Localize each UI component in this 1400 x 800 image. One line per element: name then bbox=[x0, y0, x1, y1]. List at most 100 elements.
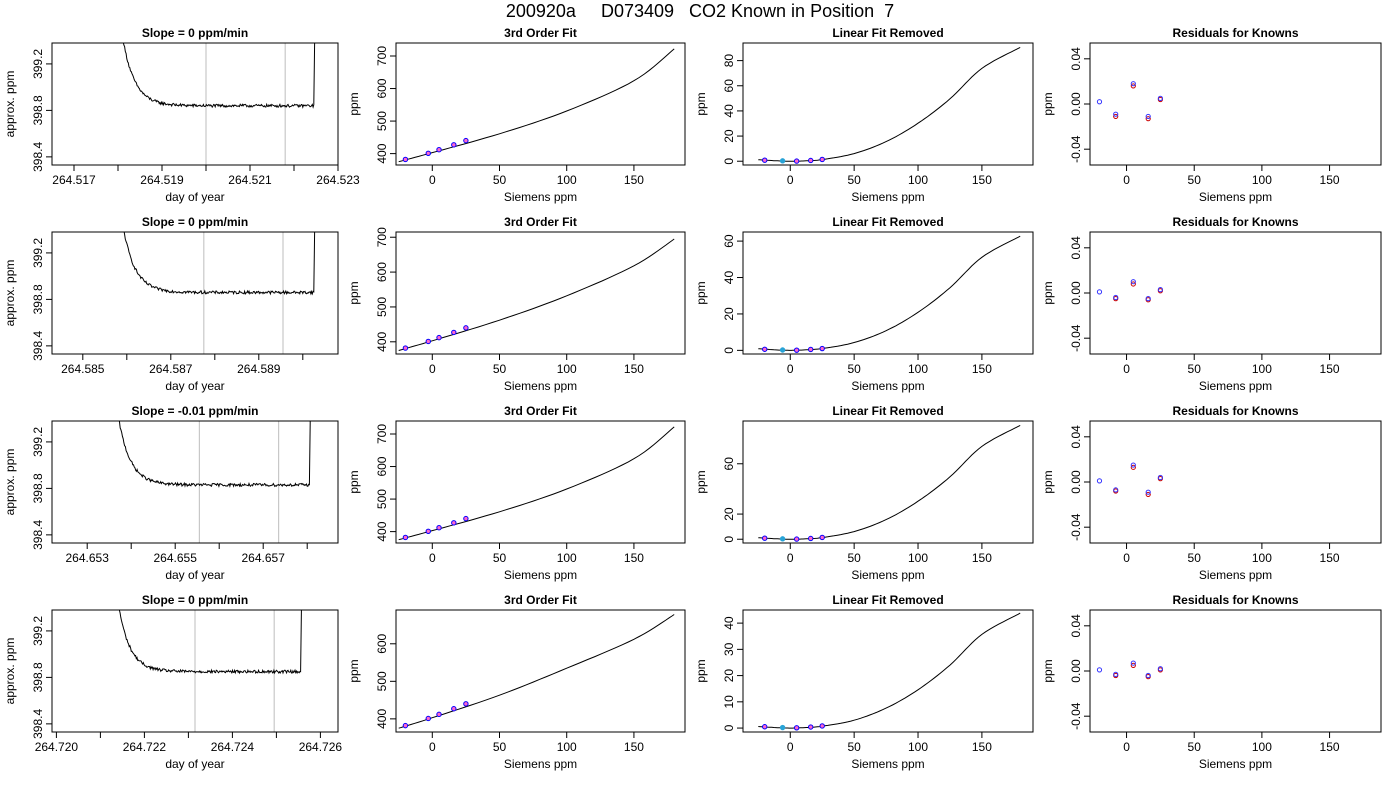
panel-cubic-fit-row-3: 3rd Order Fit 0 50 100 150 400 500 600 700 Siemen… bbox=[347, 404, 686, 582]
panel-linear-removed-row-3: Linear Fit Removed 0 50 100 150 0 20 60 Siemens … bbox=[694, 404, 1034, 582]
panel-title: Linear Fit Removed bbox=[832, 26, 943, 40]
plot-area bbox=[118, 610, 302, 732]
x-tick-label: 0 bbox=[1123, 551, 1130, 565]
panel-cubic-fit-row-2: 3rd Order Fit 0 50 100 150 400 500 600 700 Siemen… bbox=[347, 215, 686, 393]
x-tick-label: 100 bbox=[1252, 551, 1272, 565]
x-axis-label: Siemens ppm bbox=[504, 190, 577, 204]
known-point bbox=[762, 724, 768, 730]
known-point bbox=[451, 520, 457, 526]
plot-area bbox=[122, 43, 316, 165]
y-tick-label: 20 bbox=[722, 307, 736, 321]
y-tick-label: 398.8 bbox=[31, 662, 45, 692]
x-axis-label: Siemens ppm bbox=[504, 757, 577, 771]
y-axis-label: ppm bbox=[694, 281, 708, 304]
series-line bbox=[118, 610, 302, 675]
y-tick-label: 398.4 bbox=[31, 142, 45, 172]
fit-curve bbox=[398, 614, 675, 729]
panel-title: Slope = 0 ppm/min bbox=[142, 26, 248, 40]
plot-area bbox=[123, 232, 316, 354]
residual-point bbox=[1145, 116, 1151, 122]
panel-cubic-fit-row-1: 3rd Order Fit 0 50 100 150 400 500 600 700 Siemen… bbox=[347, 26, 686, 204]
y-tick-label: 400 bbox=[375, 521, 389, 541]
y-tick-label: 600 bbox=[375, 262, 389, 282]
y-tick-label: 500 bbox=[375, 111, 389, 131]
x-axis-label: Siemens ppm bbox=[1199, 379, 1272, 393]
known-point bbox=[779, 347, 786, 353]
y-tick-label: 398.8 bbox=[31, 95, 45, 125]
plot-frame bbox=[51, 609, 339, 733]
x-tick-label: 264.653 bbox=[66, 551, 110, 565]
x-tick-label: 50 bbox=[493, 740, 507, 754]
x-tick-label: 50 bbox=[847, 740, 861, 754]
known-point bbox=[436, 525, 442, 531]
plot-area bbox=[758, 235, 1021, 353]
plot-area bbox=[398, 238, 675, 351]
x-tick-label: 264.523 bbox=[316, 173, 360, 187]
panel-linear-removed-row-2: Linear Fit Removed 0 50 100 150 0 20 40 60 Siemen… bbox=[694, 215, 1034, 393]
known-point bbox=[451, 142, 457, 148]
y-tick-label: 400 bbox=[375, 709, 389, 729]
y-tick-label: 40 bbox=[722, 616, 736, 630]
known-point bbox=[463, 137, 469, 144]
known-point bbox=[819, 723, 825, 729]
y-tick-label: 20 bbox=[722, 669, 736, 683]
plot-frame bbox=[51, 420, 339, 544]
known-point bbox=[793, 536, 800, 542]
panel-linear-removed-row-4: Linear Fit Removed 0 50 100 150 0 10 20 30 40 Siem… bbox=[694, 593, 1034, 771]
x-tick-label: 0 bbox=[787, 362, 794, 376]
known-point bbox=[819, 534, 825, 541]
residual-point bbox=[1113, 487, 1119, 493]
known-point bbox=[463, 325, 469, 331]
y-tick-label: 0.00 bbox=[1069, 281, 1083, 305]
y-tick-label: 10 bbox=[722, 695, 736, 709]
plot-area bbox=[1096, 462, 1163, 498]
fit-curve bbox=[758, 424, 1021, 540]
y-axis-label: approx. ppm bbox=[3, 260, 17, 327]
plot-frame bbox=[742, 42, 1034, 166]
panel-title: Residuals for Knowns bbox=[1172, 26, 1298, 40]
x-tick-label: 150 bbox=[1320, 362, 1340, 376]
x-tick-label: 264.726 bbox=[299, 740, 343, 754]
known-point bbox=[463, 515, 469, 522]
plot-frame bbox=[395, 609, 686, 733]
y-tick-label: 60 bbox=[722, 79, 736, 93]
residual-point bbox=[1096, 478, 1103, 484]
residual-point bbox=[1145, 672, 1151, 679]
x-axis-label: Siemens ppm bbox=[851, 379, 924, 393]
x-tick-label: 0 bbox=[429, 551, 436, 565]
residual-point bbox=[1157, 287, 1163, 293]
residual-point bbox=[1130, 464, 1136, 470]
residual-point bbox=[1145, 296, 1151, 302]
plot-area bbox=[1096, 279, 1163, 303]
panel-title: 3rd Order Fit bbox=[504, 593, 577, 607]
y-tick-label: 398.8 bbox=[31, 473, 45, 503]
x-axis-label: day of year bbox=[165, 190, 224, 204]
known-point bbox=[436, 711, 442, 718]
panel-title: Residuals for Knowns bbox=[1172, 593, 1298, 607]
known-point bbox=[425, 150, 431, 156]
plot-frame bbox=[395, 420, 686, 544]
known-point bbox=[762, 346, 768, 352]
x-tick-label: 100 bbox=[557, 551, 577, 565]
known-point bbox=[425, 715, 431, 722]
x-tick-label: 100 bbox=[908, 173, 928, 187]
y-axis-label: ppm bbox=[694, 92, 708, 115]
x-tick-label: 264.655 bbox=[154, 551, 198, 565]
known-point bbox=[819, 345, 825, 352]
plot-frame bbox=[1089, 420, 1382, 544]
known-point bbox=[402, 345, 409, 351]
y-tick-label: 398.4 bbox=[31, 709, 45, 739]
y-tick-label: 0.04 bbox=[1069, 614, 1083, 638]
known-point bbox=[436, 147, 442, 153]
residual-point bbox=[1096, 99, 1103, 105]
panel-title: Residuals for Knowns bbox=[1172, 404, 1298, 418]
panel-title: Slope = 0 ppm/min bbox=[142, 215, 248, 229]
plot-frame bbox=[395, 231, 686, 355]
residual-point bbox=[1130, 83, 1136, 89]
residual-point bbox=[1113, 294, 1119, 301]
panel-title: Linear Fit Removed bbox=[832, 404, 943, 418]
residual-point bbox=[1130, 279, 1136, 285]
x-tick-label: 0 bbox=[787, 173, 794, 187]
known-point bbox=[793, 158, 800, 164]
